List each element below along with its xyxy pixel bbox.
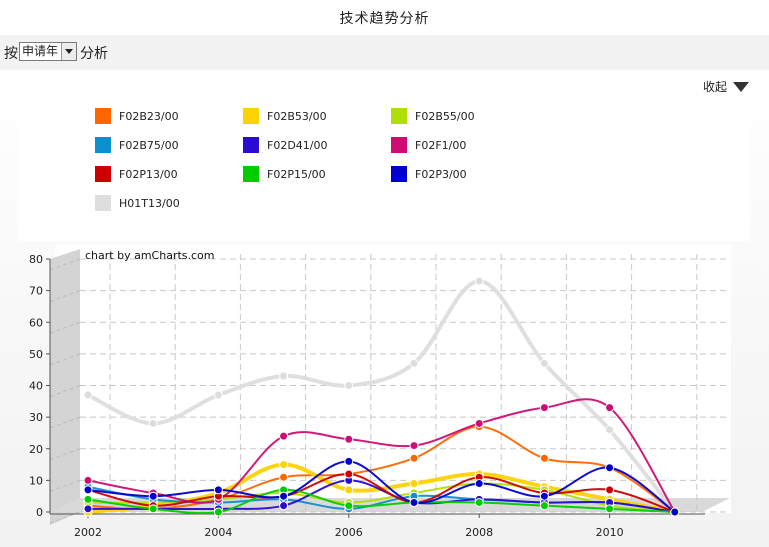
data-point (671, 508, 679, 516)
data-point (214, 486, 222, 494)
x-tick-label: 2004 (204, 526, 232, 539)
data-point (606, 486, 614, 494)
data-point (280, 461, 288, 469)
data-point (606, 505, 614, 513)
y-tick-label: 70 (29, 285, 43, 298)
data-point (410, 499, 418, 507)
data-point (475, 419, 483, 427)
data-point (475, 277, 483, 285)
x-tick-label: 2006 (335, 526, 363, 539)
data-point (606, 404, 614, 412)
y-tick-label: 10 (29, 474, 43, 487)
data-point (540, 359, 548, 367)
y-tick-label: 40 (29, 380, 43, 393)
data-point (149, 505, 157, 513)
data-point (606, 426, 614, 434)
y-tick-label: 20 (29, 443, 43, 456)
data-point (540, 502, 548, 510)
data-point (84, 476, 92, 484)
chart-credit: chart by amCharts.com (85, 249, 215, 262)
data-point (84, 391, 92, 399)
data-point (149, 419, 157, 427)
x-tick-label: 2008 (465, 526, 493, 539)
data-point (475, 480, 483, 488)
data-point (84, 505, 92, 513)
data-point (280, 492, 288, 500)
data-point (540, 404, 548, 412)
data-point (280, 432, 288, 440)
data-point (410, 454, 418, 462)
data-point (280, 372, 288, 380)
y-tick-label: 50 (29, 348, 43, 361)
y-tick-label: 60 (29, 316, 43, 329)
y-tick-label: 30 (29, 411, 43, 424)
data-point (540, 454, 548, 462)
y-tick-label: 80 (29, 253, 43, 266)
x-tick-label: 2010 (596, 526, 624, 539)
data-point (345, 382, 353, 390)
data-point (475, 499, 483, 507)
data-point (345, 486, 353, 494)
data-point (540, 492, 548, 500)
data-point (149, 492, 157, 500)
data-point (84, 495, 92, 503)
data-point (410, 480, 418, 488)
data-point (345, 435, 353, 443)
data-point (410, 359, 418, 367)
y-tick-label: 0 (36, 506, 43, 519)
data-point (345, 470, 353, 478)
data-point (606, 464, 614, 472)
data-point (214, 391, 222, 399)
data-point (410, 442, 418, 450)
data-point (345, 457, 353, 465)
left-wall (50, 249, 80, 525)
data-point (280, 473, 288, 481)
data-point (280, 502, 288, 510)
data-point (345, 502, 353, 510)
data-point (84, 486, 92, 494)
x-tick-label: 2002 (74, 526, 102, 539)
data-point (214, 508, 222, 516)
plot-area (55, 245, 731, 513)
